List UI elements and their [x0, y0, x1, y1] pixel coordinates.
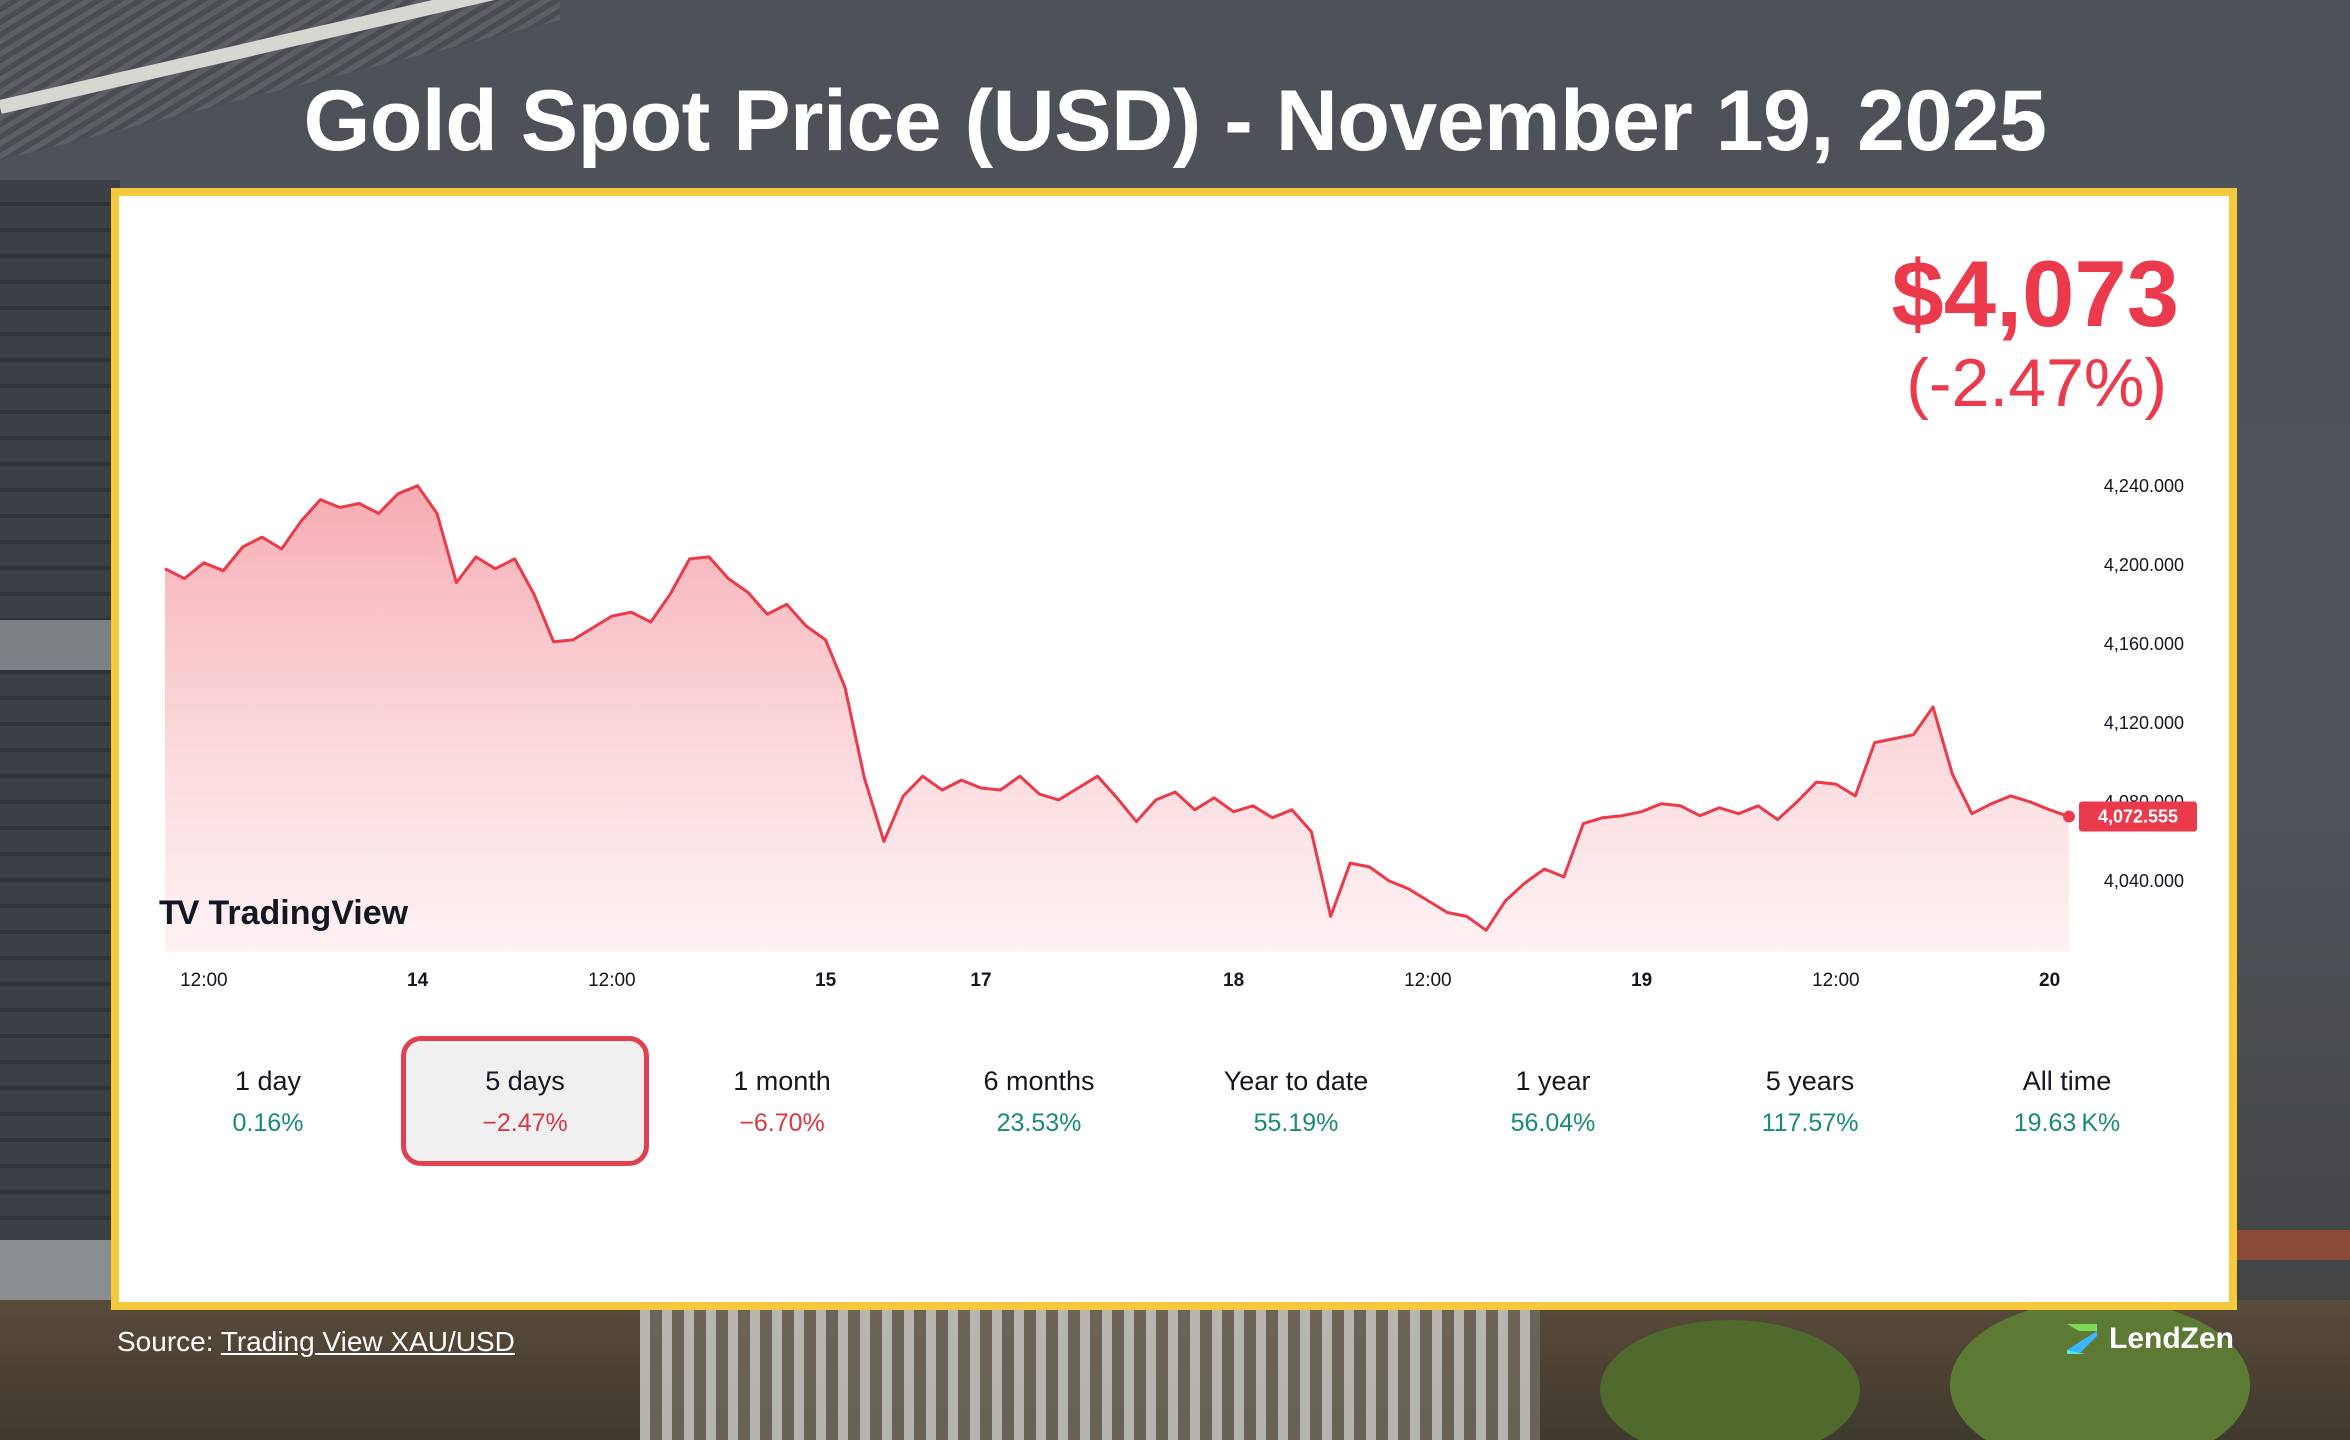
x-tick-label: 12:00: [180, 970, 228, 991]
period-option[interactable]: 1 month −6.70%: [658, 1036, 906, 1166]
price-line: [164, 484, 2070, 932]
x-tick-label: 12:00: [1812, 970, 1860, 991]
lendzen-brand: LendZen: [2065, 1322, 2234, 1356]
brand-name: LendZen: [2109, 1322, 2234, 1355]
period-option[interactable]: 6 months 23.53%: [915, 1036, 1163, 1166]
x-tick-label: 15: [815, 970, 837, 991]
y-tick-label: 4,200.000: [2104, 555, 2184, 575]
price-chart[interactable]: 4,240.0004,200.0004,160.0004,120.0004,08…: [119, 196, 2229, 1302]
tradingview-logo-icon: TV: [159, 894, 199, 932]
lendzen-logo-icon: [2067, 1324, 2097, 1354]
period-label: 5 days: [485, 1066, 565, 1096]
source-prefix: Source:: [117, 1326, 214, 1357]
period-label: 1 year: [1515, 1066, 1591, 1096]
period-option[interactable]: All time 19.63 K%: [1943, 1036, 2191, 1166]
period-option[interactable]: 5 years 117.57%: [1686, 1036, 1934, 1166]
period-label: Year to date: [1223, 1066, 1369, 1096]
period-change: 19.63 K%: [2013, 1109, 2121, 1137]
x-tick-label: 12:00: [588, 970, 636, 991]
x-tick-label: 20: [2039, 970, 2060, 991]
period-option[interactable]: 5 days −2.47%: [401, 1036, 649, 1166]
period-label: 6 months: [983, 1066, 1095, 1096]
last-price-label: 4,072.555: [2098, 807, 2178, 827]
last-price-dot: [2063, 810, 2075, 823]
x-tick-label: 19: [1631, 970, 1652, 991]
x-tick-label: 18: [1223, 970, 1244, 991]
period-selector: 1 day 0.16% 5 days −2.47% 1 month −6.70% 6 mon…: [144, 1036, 2204, 1166]
tradingview-logo-text: TradingView: [208, 894, 409, 932]
y-tick-label: 4,160.000: [2104, 634, 2184, 654]
y-tick-label: 4,240.000: [2104, 476, 2184, 496]
period-change: −2.47%: [482, 1109, 568, 1137]
period-change: 56.04%: [1510, 1109, 1596, 1137]
chart-card: 4,240.0004,200.0004,160.0004,120.0004,08…: [111, 188, 2237, 1310]
price-area: [165, 485, 2069, 952]
x-tick-label: 14: [407, 970, 429, 991]
tradingview-logo[interactable]: TV TradingView: [159, 894, 408, 933]
period-change: 55.19%: [1253, 1109, 1339, 1137]
y-tick-label: 4,040.000: [2104, 871, 2184, 891]
period-change: −6.70%: [739, 1109, 825, 1137]
y-tick-label: 4,120.000: [2104, 713, 2184, 733]
period-change: 0.16%: [232, 1109, 304, 1137]
last-price-tag: [2079, 801, 2197, 832]
x-tick-label: 17: [970, 970, 991, 991]
source-note: Source: Trading View XAU/USD: [117, 1326, 515, 1358]
period-change: 117.57%: [1761, 1109, 1859, 1137]
page-title: Gold Spot Price (USD) - November 19, 202…: [303, 73, 2047, 169]
period-change: 23.53%: [996, 1109, 1082, 1137]
x-tick-label: 12:00: [1404, 970, 1452, 991]
period-label: All time: [2022, 1066, 2112, 1096]
price-summary: $4,073 (-2.47%): [1891, 244, 2179, 422]
period-label: 5 years: [1765, 1066, 1855, 1096]
source-link[interactable]: Trading View XAU/USD: [220, 1326, 515, 1357]
period-option[interactable]: 1 day 0.16%: [144, 1036, 392, 1166]
period-option[interactable]: Year to date 55.19%: [1172, 1036, 1420, 1166]
period-label: 1 day: [234, 1066, 302, 1096]
current-price: $4,073: [1891, 241, 2179, 346]
price-change: (-2.47%): [1906, 345, 2167, 421]
period-option[interactable]: 1 year 56.04%: [1429, 1036, 1677, 1166]
period-label: 1 month: [733, 1066, 831, 1096]
